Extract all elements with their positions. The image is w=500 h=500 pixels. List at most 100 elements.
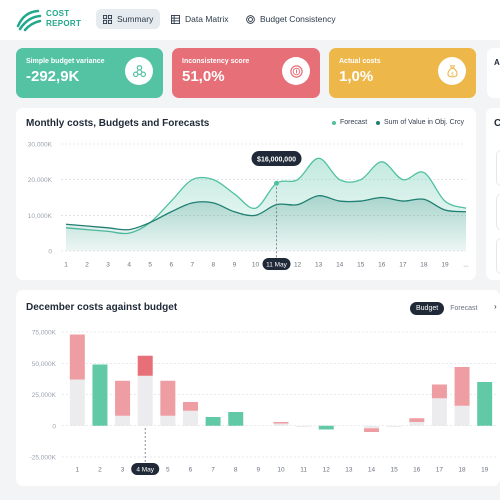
y-tick-label: 25,000K: [32, 392, 57, 399]
y-tick-label: 0: [48, 249, 52, 256]
series-area: [66, 195, 466, 251]
x-tick-label: 14: [336, 262, 344, 269]
table-icon: [171, 14, 180, 24]
y-tick-label: 30,000K: [28, 142, 53, 149]
x-tick-label: 3: [121, 467, 125, 474]
x-tick-label: 3: [106, 262, 110, 269]
x-tick-label: 10: [252, 262, 260, 269]
bar-over: [364, 428, 380, 432]
chevron-right-icon[interactable]: ›: [494, 302, 497, 311]
coin-icon: [289, 64, 303, 78]
bar-over: [115, 380, 131, 416]
bar-under: [318, 425, 334, 430]
x-tick-label: 7: [191, 262, 195, 269]
bar-over: [182, 402, 198, 411]
legend-sum-value[interactable]: Sum of Value in Obj. Crcy: [376, 119, 464, 126]
bar-over: [137, 355, 153, 376]
x-tick-label: ...: [463, 262, 469, 269]
x-highlight-pill: [131, 463, 160, 475]
bar-over: [69, 334, 85, 380]
y-tick-label: -25,000K: [30, 455, 57, 462]
december-chart-title: December costs against budget: [26, 302, 178, 313]
x-tick-label: 4 May: [136, 467, 154, 474]
bar-over: [454, 367, 470, 406]
x-tick-label: 19: [441, 262, 449, 269]
toggle-budget[interactable]: Budget: [410, 302, 445, 315]
bar-budget: [160, 415, 176, 426]
bar-budget: [69, 379, 85, 426]
side-panel-stub: C: [486, 108, 500, 280]
kpi-label: Simple budget variance: [26, 58, 105, 65]
bar-budget: [409, 422, 425, 426]
x-tick-label: 11: [300, 467, 307, 474]
legend-dot: [332, 120, 336, 125]
x-tick-label: 2: [98, 467, 102, 474]
x-tick-label: 6: [189, 467, 193, 474]
monthly-chart-title: Monthly costs, Budgets and Forecasts: [26, 118, 210, 129]
logo-icon: [16, 9, 42, 32]
x-tick-label: 17: [399, 262, 407, 269]
bar-budget: [454, 405, 470, 426]
grid-icon: [103, 14, 112, 24]
bar-over: [273, 422, 289, 424]
bar-budget: [137, 375, 153, 426]
x-tick-label: 8: [212, 262, 216, 269]
nodes-icon: [132, 64, 146, 77]
bar-budget: [273, 423, 289, 426]
bar-over: [409, 418, 425, 422]
x-tick-label: 19: [481, 467, 489, 474]
toggle-forecast[interactable]: Forecast: [450, 305, 478, 312]
target-icon: [246, 14, 255, 24]
y-tick-label: 20,000K: [28, 177, 53, 184]
bar-under: [92, 364, 108, 426]
kpi-value: 1,0%: [339, 68, 374, 85]
bar-budget: [182, 410, 198, 426]
x-tick-label: 17: [436, 467, 444, 474]
y-tick-label: 50,000K: [32, 361, 57, 368]
kpi-card-actual-costs: Actual costs 1,0% $: [329, 48, 476, 98]
x-tick-label: 18: [458, 467, 466, 474]
bar-budget: [115, 415, 131, 426]
budget-forecast-toggle[interactable]: Budget Forecast: [410, 302, 483, 315]
x-tick-label: 1: [64, 262, 68, 269]
kpi-card-budget-variance: Simple budget variance -292,9K: [16, 48, 163, 98]
y-tick-label: 75,000K: [32, 330, 57, 337]
tooltip-bubble: [251, 151, 302, 166]
kpi-value: 51,0%: [182, 68, 225, 85]
tab-summary[interactable]: Summary: [96, 9, 161, 29]
x-tick-label: 6: [169, 262, 173, 269]
highlight-point: [274, 180, 280, 186]
top-bar: COST REPORT Summary Data Matrix Budget C…: [0, 0, 500, 40]
x-tick-label: 18: [420, 262, 428, 269]
x-tick-label: 12: [323, 467, 331, 474]
x-tick-label: 8: [234, 467, 238, 474]
x-tick-label: 1: [76, 467, 80, 474]
bar-over: [160, 380, 176, 416]
legend-dot: [376, 120, 380, 125]
tab-budget-consistency[interactable]: Budget Consistency: [239, 9, 343, 29]
bar-under: [205, 417, 221, 426]
bar-under: [477, 382, 493, 426]
series-line: [65, 195, 467, 231]
bar-over: [431, 384, 447, 399]
x-tick-label: 4: [127, 262, 131, 269]
x-tick-label: 13: [345, 467, 353, 474]
y-tick-label: 0: [52, 423, 56, 430]
bar-budget: [296, 425, 312, 427]
kpi-card-partial: A: [487, 48, 500, 98]
tab-data-matrix[interactable]: Data Matrix: [164, 9, 235, 29]
kpi-card-inconsistency-score: Inconsistency score 51,0%: [172, 48, 320, 98]
x-tick-label: 9: [257, 467, 261, 474]
y-tick-label: 10,000K: [28, 213, 53, 220]
kpi-label: Actual costs: [339, 58, 381, 65]
x-tick-label: 15: [357, 262, 365, 269]
x-tick-label: 16: [413, 467, 421, 474]
logo-text: COST REPORT: [46, 9, 82, 28]
x-tick-label: 5: [166, 467, 170, 474]
x-highlight-pill: [262, 258, 291, 270]
x-tick-label: 10: [277, 467, 285, 474]
kpi-label: Inconsistency score: [182, 58, 250, 65]
legend-forecast[interactable]: Forecast: [332, 119, 367, 126]
x-tick-label: 2: [85, 262, 89, 269]
